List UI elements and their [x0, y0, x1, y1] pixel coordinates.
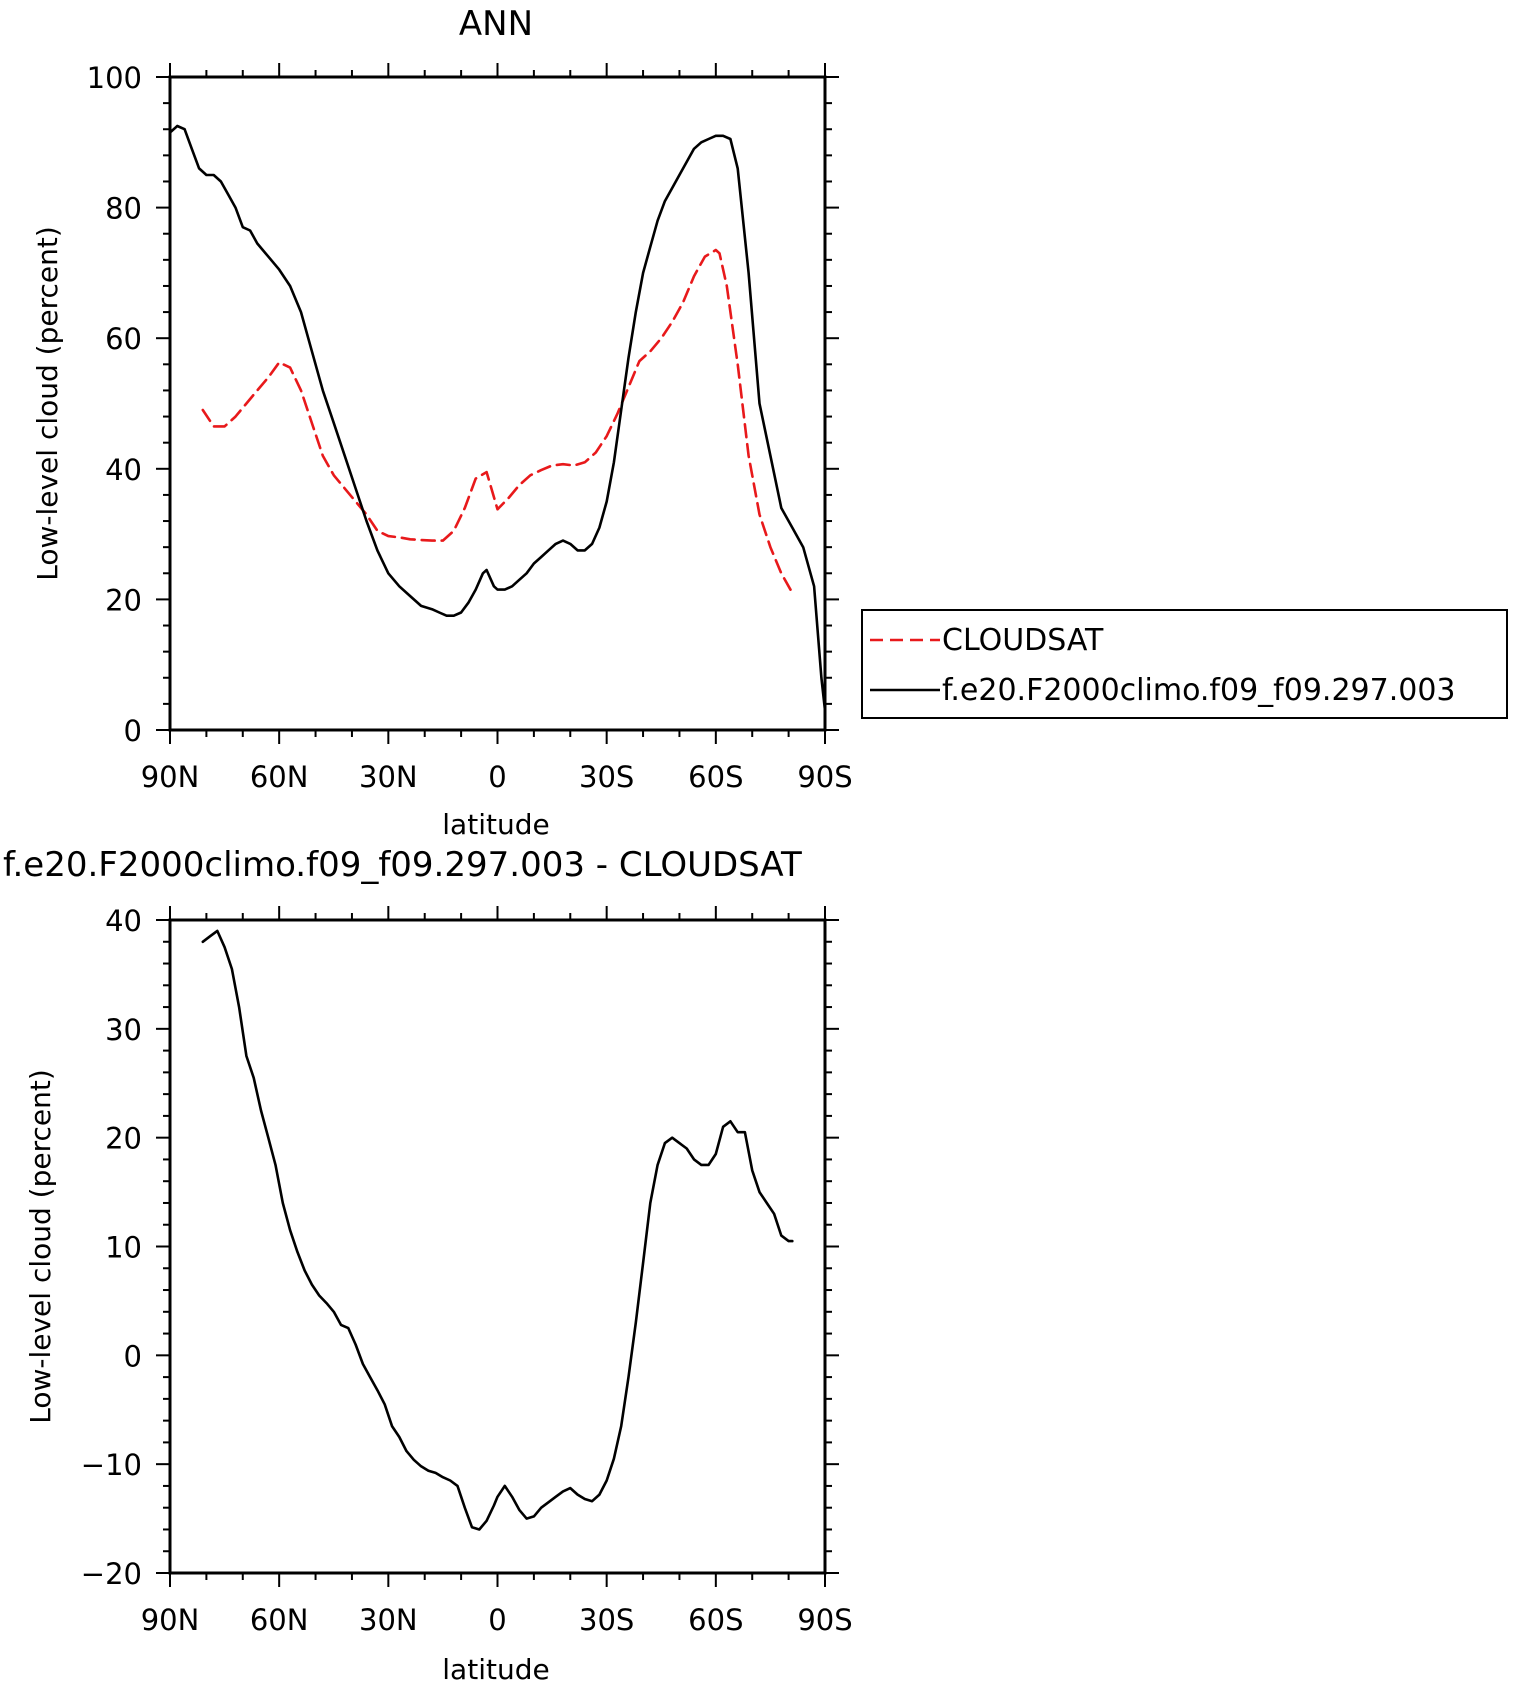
bottom-panel: f.e20.F2000climo.f09_f09.297.003 - CLOUD… [3, 845, 853, 1682]
y-tick-label: 60 [105, 322, 142, 356]
bottom-panel-lines [201, 929, 794, 1531]
x-tick-label: 30N [359, 1603, 418, 1637]
x-tick-label: 30S [579, 1603, 634, 1637]
x-tick-label: 90S [797, 760, 852, 794]
legend-label-cloudsat: CLOUDSAT [942, 623, 1104, 658]
top-panel-y-axis-label: Low-level cloud (percent) [31, 226, 64, 581]
bottom-panel-ticks [156, 906, 839, 1587]
y-tick-label: −20 [81, 1557, 142, 1591]
x-tick-label: 30S [579, 760, 634, 794]
x-tick-label: 60S [688, 1603, 743, 1637]
y-tick-label: 30 [105, 1013, 142, 1047]
bottom-panel-y-axis-label: Low-level cloud (percent) [24, 1069, 57, 1424]
top-panel-tick-labels: 90N 60N 30N 0 30S 60S 90S 0 20 40 60 80 100 [87, 61, 853, 794]
y-tick-label: 20 [105, 583, 142, 617]
bottom-panel-title: f.e20.F2000climo.f09_f09.297.003 - CLOUD… [3, 845, 802, 885]
bottom-panel-tick-labels: 90N 60N 30N 0 30S 60S 90S −20 −10 0 10 20 30 40 [81, 904, 853, 1637]
legend: CLOUDSAT f.e20.F2000climo.f09_f09.297.00… [861, 609, 1508, 719]
y-tick-label: 0 [124, 1339, 142, 1373]
y-tick-label: −10 [81, 1448, 142, 1482]
x-tick-label: 60S [688, 760, 743, 794]
top-panel-title: ANN [459, 4, 533, 44]
x-tick-label: 60N [250, 1603, 309, 1637]
x-tick-label: 90N [141, 1603, 200, 1637]
x-tick-label: 0 [488, 760, 506, 794]
series-line-model [168, 124, 827, 712]
bottom-panel-x-axis-label: latitude [442, 1653, 549, 1682]
y-tick-label: 80 [105, 192, 142, 226]
top-panel: ANN 90N 60N 30N 0 30S 60S 90S 0 20 40 60 80 100 lati… [31, 4, 1508, 841]
y-tick-label: 0 [124, 714, 142, 748]
y-tick-label: 10 [105, 1231, 142, 1265]
x-tick-label: 0 [488, 1603, 506, 1637]
y-tick-label: 40 [105, 453, 142, 487]
y-tick-label: 40 [105, 904, 142, 938]
y-tick-label: 20 [105, 1122, 142, 1156]
legend-box [861, 609, 1508, 719]
top-panel-lines [168, 124, 827, 712]
x-tick-label: 90N [141, 760, 200, 794]
top-panel-x-axis-label: latitude [442, 808, 549, 841]
x-tick-label: 60N [250, 760, 309, 794]
legend-label-model: f.e20.F2000climo.f09_f09.297.003 [942, 673, 1456, 708]
series-line-cloudsat [201, 248, 794, 595]
series-line-model [201, 929, 794, 1531]
x-tick-label: 90S [797, 1603, 852, 1637]
x-tick-label: 30N [359, 760, 418, 794]
bottom-plot-frame [168, 918, 827, 1575]
top-plot-frame [168, 75, 827, 732]
y-tick-label: 100 [87, 61, 142, 95]
